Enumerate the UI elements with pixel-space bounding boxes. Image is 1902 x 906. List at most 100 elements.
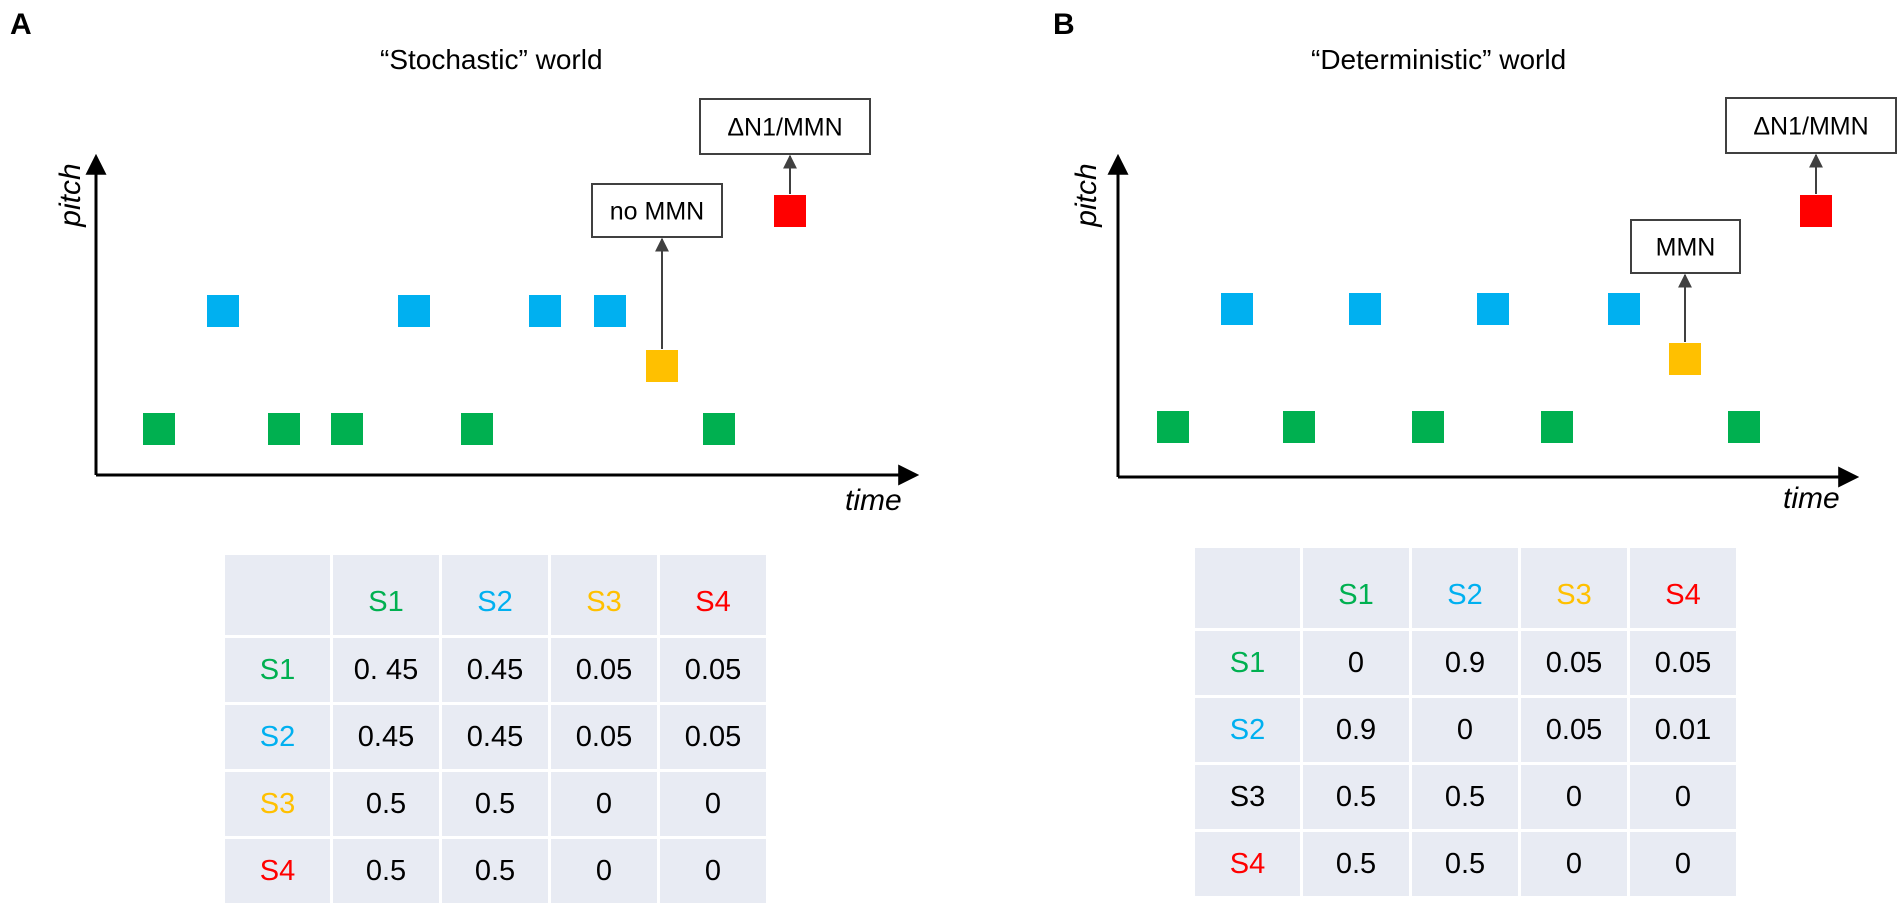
tone-s1 xyxy=(1157,411,1189,443)
transition-probability-cell: 0 xyxy=(1627,762,1739,832)
transition-probability-cell: 0.5 xyxy=(439,769,551,839)
tone-s2 xyxy=(1477,293,1509,325)
tone-s2 xyxy=(1349,293,1381,325)
tone-s4 xyxy=(1800,195,1832,227)
transition-probability-cell: 0. 45 xyxy=(330,635,442,705)
transition-probability-cell: 0.05 xyxy=(1627,628,1739,698)
tone-s1 xyxy=(1728,411,1760,443)
callout-box xyxy=(699,98,871,155)
sequence-plot-a: pitch time no MMN ΔN1/MMN xyxy=(54,98,920,517)
tone-s2 xyxy=(398,295,430,327)
column-header-s4: S4 xyxy=(1627,545,1739,631)
transition-table-a: S1 S2 S3 S4 S1 0. 45 0.45 0.05 0.05 S2 0.45 0.45 0.0… xyxy=(222,552,769,906)
transition-probability-cell: 0.05 xyxy=(548,635,660,705)
column-header-s2: S2 xyxy=(1409,545,1521,631)
transition-probability-cell: 0.45 xyxy=(330,702,442,772)
transition-probability-cell: 0.05 xyxy=(1518,628,1630,698)
callout-label: ΔN1/MMN xyxy=(1753,113,1868,141)
callout-box xyxy=(591,183,723,238)
tone-s2 xyxy=(529,295,561,327)
transition-probability-cell: 0.9 xyxy=(1300,695,1412,765)
row-header-s1: S1 xyxy=(222,635,333,705)
transition-probability-cell: 0.01 xyxy=(1627,695,1739,765)
column-header-s3: S3 xyxy=(1518,545,1630,631)
transition-probability-cell: 0.5 xyxy=(439,836,551,906)
transition-probability-cell: 0.5 xyxy=(1300,829,1412,899)
callout-box xyxy=(1630,219,1741,274)
sequence-plot-b: pitch time MMN ΔN1/MMN xyxy=(1070,97,1897,515)
table-row: S3 0.5 0.5 0 0 xyxy=(222,769,769,839)
callout-box xyxy=(1725,97,1897,154)
panel-letter-b: B xyxy=(1053,8,1075,41)
tone-s2 xyxy=(207,295,239,327)
transition-probability-cell: 0 xyxy=(1627,829,1739,899)
table-row: S1 0. 45 0.45 0.05 0.05 xyxy=(222,635,769,705)
transition-probability-cell: 0.5 xyxy=(1300,762,1412,832)
row-header-s4: S4 xyxy=(1192,829,1303,899)
tone-s2 xyxy=(1608,293,1640,325)
transition-probability-cell: 0.5 xyxy=(330,836,442,906)
transition-probability-cell: 0 xyxy=(548,836,660,906)
table-row: S3 0.5 0.5 0 0 xyxy=(1192,762,1739,832)
tone-s1 xyxy=(461,413,493,445)
panel-b: B “Deterministic” world pitch time MMN ΔN… xyxy=(951,0,1902,899)
callout-label: ΔN1/MMN xyxy=(727,114,842,142)
transition-probability-cell: 0.5 xyxy=(1409,829,1521,899)
transition-probability-cell: 0.05 xyxy=(657,702,769,772)
x-axis-label: time xyxy=(1783,482,1840,515)
tone-s1 xyxy=(1541,411,1573,443)
tone-s1 xyxy=(703,413,735,445)
transition-probability-cell: 0 xyxy=(657,836,769,906)
table-row: S2 0.45 0.45 0.05 0.05 xyxy=(222,702,769,772)
transition-probability-cell: 0 xyxy=(1518,762,1630,832)
transition-probability-cell: 0 xyxy=(548,769,660,839)
table-row: S4 0.5 0.5 0 0 xyxy=(1192,829,1739,899)
callout-label: no MMN xyxy=(610,198,704,226)
table-row: S2 0.9 0 0.05 0.01 xyxy=(1192,695,1739,765)
tone-s2 xyxy=(594,295,626,327)
transition-probability-cell: 0.9 xyxy=(1409,628,1521,698)
transition-probability-cell: 0.05 xyxy=(548,702,660,772)
transition-probability-cell: 0.5 xyxy=(1409,762,1521,832)
tone-s1 xyxy=(268,413,300,445)
table-corner-cell xyxy=(222,552,333,638)
table-row: S4 0.5 0.5 0 0 xyxy=(222,836,769,906)
transition-probability-cell: 0 xyxy=(1300,628,1412,698)
tone-s3 xyxy=(646,350,678,382)
tone-s1 xyxy=(143,413,175,445)
transition-probability-cell: 0 xyxy=(657,769,769,839)
panel-title-a: “Stochastic” world xyxy=(380,44,603,75)
transition-probability-cell: 0.05 xyxy=(1518,695,1630,765)
column-header-s1: S1 xyxy=(330,552,442,638)
transition-probability-cell: 0.05 xyxy=(657,635,769,705)
tone-s4 xyxy=(774,195,806,227)
y-axis-label: pitch xyxy=(1070,163,1103,227)
transition-probability-cell: 0 xyxy=(1518,829,1630,899)
row-header-s2: S2 xyxy=(222,702,333,772)
transition-table-b: S1 S2 S3 S4 S1 0 0.9 0.05 0.05 S2 0.9 0 0.05 0.01 S3 0.… xyxy=(1192,545,1739,899)
transition-probability-cell: 0.45 xyxy=(439,635,551,705)
tone-s1 xyxy=(331,413,363,445)
tone-s1 xyxy=(1283,411,1315,443)
table-header-row: S1 S2 S3 S4 xyxy=(222,552,769,638)
panel-letter-a: A xyxy=(10,8,32,41)
row-header-s3: S3 xyxy=(222,769,333,839)
tone-s2 xyxy=(1221,293,1253,325)
table-header-row: S1 S2 S3 S4 xyxy=(1192,545,1739,631)
y-axis-label: pitch xyxy=(54,163,87,227)
panel-a: A “Stochastic” world pitch time no MMN ΔN… xyxy=(0,0,951,906)
table-row: S1 0 0.9 0.05 0.05 xyxy=(1192,628,1739,698)
column-header-s2: S2 xyxy=(439,552,551,638)
row-header-s2: S2 xyxy=(1192,695,1303,765)
x-axis-label: time xyxy=(845,484,902,517)
row-header-s3: S3 xyxy=(1192,762,1303,832)
column-header-s3: S3 xyxy=(548,552,660,638)
transition-probability-cell: 0.45 xyxy=(439,702,551,772)
column-header-s4: S4 xyxy=(657,552,769,638)
tone-s3 xyxy=(1669,343,1701,375)
callout-label: MMN xyxy=(1656,234,1716,262)
column-header-s1: S1 xyxy=(1300,545,1412,631)
transition-probability-cell: 0.5 xyxy=(330,769,442,839)
panel-title-b: “Deterministic” world xyxy=(1311,44,1567,75)
row-header-s4: S4 xyxy=(222,836,333,906)
